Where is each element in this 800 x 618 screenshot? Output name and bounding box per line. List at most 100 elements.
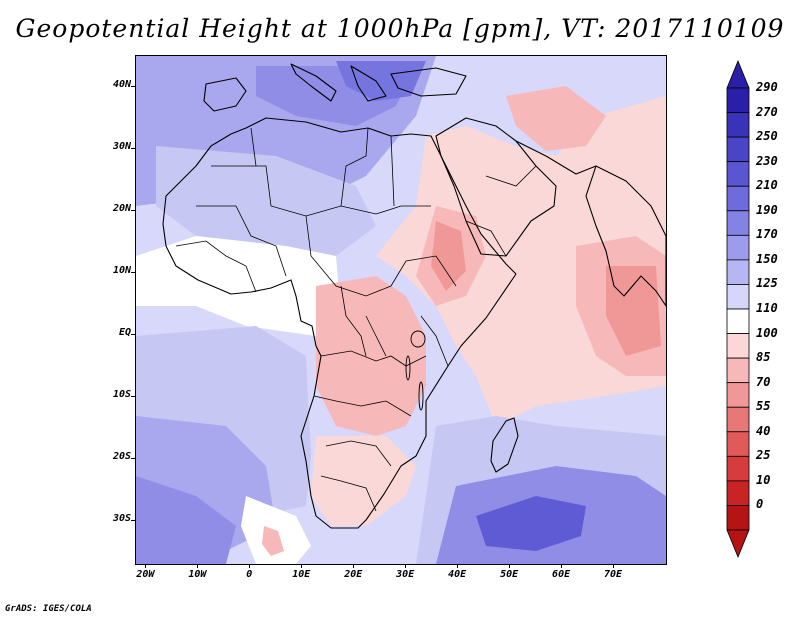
colorbar-box	[726, 87, 750, 113]
colorbar-level-label: 150	[756, 251, 778, 266]
lat-tick-mark	[131, 395, 135, 397]
lat-tick-label: 20N	[112, 202, 131, 214]
lat-tick-label: 10N	[112, 264, 131, 276]
lon-tick-label: 40E	[448, 569, 467, 580]
colorbar-box	[726, 333, 750, 359]
country-borders	[175, 127, 537, 512]
lon-tick-mark	[561, 564, 563, 568]
lakes	[405, 330, 426, 411]
field-region-c85	[506, 86, 606, 151]
lat-tick-label: 10S	[112, 388, 131, 400]
lat-tick-mark	[131, 209, 135, 211]
map-panel	[135, 55, 667, 565]
lat-tick-label: 20S	[112, 450, 131, 462]
lat-tick-mark	[131, 147, 135, 149]
colorbar-level-label: 0	[756, 497, 764, 512]
madagascar-coastline	[490, 417, 519, 473]
colorbar-level-label: 85	[756, 350, 771, 365]
height-field-fill	[136, 56, 666, 564]
lon-tick-label: 60E	[552, 569, 571, 580]
colorbar-box	[726, 234, 750, 261]
colorbar-box	[726, 480, 750, 506]
field-region-c190	[136, 476, 236, 564]
colorbar-box	[726, 431, 750, 457]
colorbar-level-label: 100	[756, 325, 778, 340]
colorbar-level-label: 40	[756, 423, 771, 438]
colorbar-level-label: 210	[756, 178, 778, 193]
field-region-c85	[262, 526, 284, 556]
colorbar-level-label: 250	[756, 129, 778, 144]
colorbar-level-label: 170	[756, 227, 778, 242]
colorbar-level-label: 25	[756, 448, 771, 463]
lon-tick-mark	[301, 564, 303, 568]
colorbar-box	[726, 357, 750, 384]
colorbar-max-arrow	[726, 60, 750, 89]
colorbar-level-label: 55	[756, 399, 771, 414]
lon-tick-label: 20W	[136, 569, 155, 580]
colorbar-level-label: 10	[756, 472, 771, 487]
lon-tick-mark	[249, 564, 251, 568]
lon-tick-mark	[457, 564, 459, 568]
coastlines	[162, 63, 666, 529]
lon-tick-label: 10W	[188, 569, 207, 580]
grads-credit: GrADS: IGES/COLA	[5, 604, 92, 614]
colorbar-box	[726, 406, 750, 433]
lon-tick-label: 30E	[396, 569, 415, 580]
field-region-c110	[136, 236, 341, 336]
field-region-c70	[431, 221, 466, 291]
lon-tick-mark	[613, 564, 615, 568]
lon-tick-mark	[197, 564, 199, 568]
field-region-c70	[606, 266, 661, 356]
lat-tick-mark	[131, 85, 135, 87]
lon-tick-label: 20E	[344, 569, 363, 580]
colorbar-box	[726, 210, 750, 236]
lon-tick-mark	[509, 564, 511, 568]
lon-tick-label: 50E	[500, 569, 519, 580]
lat-tick-label: 40N	[112, 78, 131, 90]
colorbar-box	[726, 505, 750, 531]
colorbar-min-arrow	[726, 529, 750, 558]
lon-tick-label: 70E	[604, 569, 623, 580]
colorbar-box	[726, 382, 750, 408]
colorbar-box	[726, 185, 750, 212]
colorbar-level-label: 290	[756, 80, 778, 94]
colorbar-level-label: 270	[756, 104, 778, 119]
africa-coastline	[162, 117, 517, 529]
italy-balkans-coastline	[290, 63, 387, 102]
colorbar-box	[726, 136, 750, 163]
lat-tick-mark	[131, 333, 135, 335]
map-title: Geopotential Height at 1000hPa [gpm], VT…	[15, 14, 785, 43]
lat-tick-mark	[131, 271, 135, 273]
colorbar-box	[726, 455, 750, 482]
field-region-c85	[316, 276, 426, 436]
lat-tick-mark	[131, 457, 135, 459]
lon-tick-label: 0	[246, 569, 253, 580]
colorbar-box	[726, 308, 750, 334]
colorbar-level-label: 110	[756, 301, 778, 315]
lon-tick-mark	[405, 564, 407, 568]
lat-tick-mark	[131, 519, 135, 521]
colorbar-level-label: 190	[756, 202, 778, 217]
lat-tick-label: 30S	[112, 512, 131, 524]
field-region-c150	[156, 146, 376, 256]
colorbar-level-label: 70	[756, 374, 771, 389]
geopotential-height-map	[136, 56, 666, 564]
colorbar-box	[726, 112, 750, 138]
colorbar-level-label: 125	[756, 276, 778, 291]
lat-tick-label: EQ	[118, 326, 131, 338]
europe-coastline	[203, 77, 247, 112]
field-region-c110	[241, 496, 311, 564]
colorbar-box	[726, 161, 750, 187]
lon-tick-mark	[145, 564, 147, 568]
colorbar	[726, 60, 750, 558]
field-region-c230	[476, 496, 586, 551]
arabia-coastline	[435, 117, 557, 257]
colorbar-level-label: 230	[756, 153, 778, 168]
colorbar-box	[726, 259, 750, 285]
persia-coastline	[515, 140, 597, 175]
lon-tick-label: 10E	[292, 569, 311, 580]
india-coastline	[585, 165, 666, 307]
field-region-c100	[311, 436, 416, 526]
lon-tick-mark	[353, 564, 355, 568]
colorbar-box	[726, 284, 750, 310]
